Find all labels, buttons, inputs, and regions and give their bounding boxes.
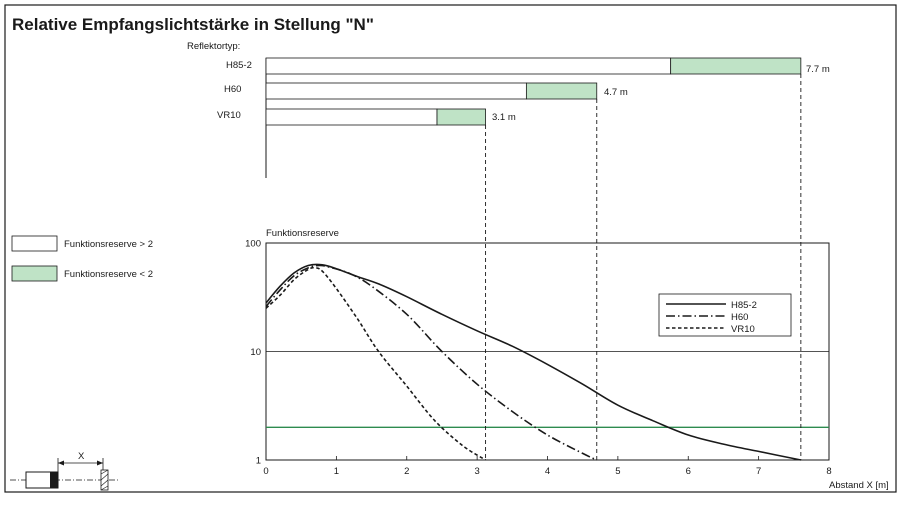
reserve-swatch-high	[11, 235, 58, 252]
bar-label-h60: H60	[224, 84, 241, 95]
reserve-label-low: Funktionsreserve < 2	[64, 269, 153, 280]
sensor-diagram-icon: X	[10, 451, 118, 491]
bar-segment-low-h60	[525, 82, 598, 100]
series-legend-box	[658, 293, 792, 337]
range-chart-heading: Reflektortyp:	[187, 41, 240, 52]
x-tick-label-3: 3	[474, 466, 479, 477]
series-line-vr10	[265, 266, 487, 461]
legend-label-vr10: VR10	[731, 324, 755, 335]
figure-border	[4, 4, 897, 493]
range-label-h60: 4.7 m	[604, 87, 628, 98]
range-label-h85-2: 7.7 m	[806, 64, 830, 75]
x-tick-label-2: 2	[404, 466, 409, 477]
bar-segment-high-h85-2	[265, 57, 672, 75]
x-tick-label-7: 7	[756, 466, 761, 477]
reserve-label-high: Funktionsreserve > 2	[64, 239, 153, 250]
x-axis-label: Abstand X [m]	[829, 480, 889, 491]
x-tick-label-4: 4	[545, 466, 550, 477]
reserve-legend: Funktionsreserve > 2 Funktionsreserve < …	[11, 235, 153, 282]
range-bars-layer	[265, 57, 802, 126]
bar-label-h85-2: H85-2	[226, 60, 252, 71]
y-tick-label-100: 100	[245, 239, 261, 250]
x-tick-label-0: 0	[263, 466, 268, 477]
bar-segment-low-vr10	[436, 108, 486, 126]
sensor-distance-label: X	[78, 451, 85, 462]
bar-label-vr10: VR10	[217, 110, 241, 121]
x-tick-label-6: 6	[686, 466, 691, 477]
reflector-hatching	[100, 469, 109, 491]
legend-label-h60: H60	[731, 312, 748, 323]
y-tick-label-1: 1	[256, 456, 261, 467]
x-tick-label-8: 8	[826, 466, 831, 477]
legend-label-h85-2: H85-2	[731, 300, 757, 311]
bar-segment-high-vr10	[265, 108, 438, 126]
x-tick-label-5: 5	[615, 466, 620, 477]
series-layer	[265, 263, 802, 461]
y-axis-label: Funktionsreserve	[266, 228, 339, 239]
range-label-vr10: 3.1 m	[492, 112, 516, 123]
bar-segment-low-h85-2	[670, 57, 802, 75]
sensor-lens	[50, 472, 58, 488]
bar-segment-high-h60	[265, 82, 527, 100]
grid-layer	[266, 351, 829, 429]
reflector-icon	[100, 469, 109, 491]
range-droplines-layer	[485, 74, 802, 460]
arrow-head-right	[97, 460, 103, 466]
arrow-head-left	[58, 460, 64, 466]
y-tick-label-10: 10	[250, 347, 261, 358]
reserve-swatch-low	[11, 265, 58, 282]
x-tick-label-1: 1	[334, 466, 339, 477]
series-line-h60	[265, 264, 598, 461]
series-legend: H85-2 H60 VR10	[658, 293, 792, 337]
figure-title: Relative Empfangslichtstärke in Stellung…	[12, 15, 374, 34]
series-line-h85-2	[265, 263, 802, 461]
